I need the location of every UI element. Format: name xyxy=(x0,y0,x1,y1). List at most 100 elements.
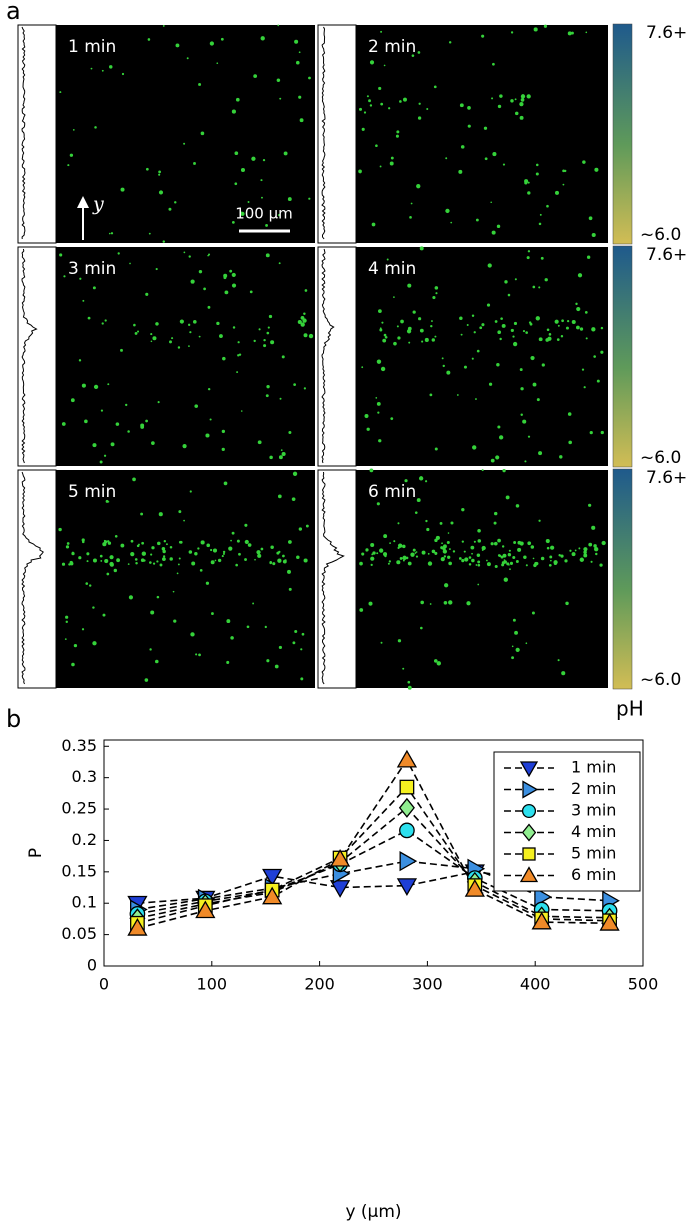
particle xyxy=(90,67,93,70)
particle xyxy=(525,642,528,645)
particle xyxy=(383,64,386,67)
particle xyxy=(162,549,166,554)
particle xyxy=(561,671,566,676)
particle xyxy=(431,338,435,342)
particle xyxy=(230,539,232,542)
particle xyxy=(499,337,502,341)
x-tick-label: 500 xyxy=(628,975,659,994)
particle xyxy=(596,379,600,383)
particle xyxy=(237,341,240,344)
legend-marker xyxy=(521,823,537,842)
particle xyxy=(358,107,363,111)
particle xyxy=(591,232,596,238)
particle xyxy=(294,629,298,634)
particle xyxy=(410,552,415,557)
particle xyxy=(176,572,179,575)
particle xyxy=(491,97,494,100)
particle xyxy=(515,647,520,652)
particle xyxy=(503,559,506,562)
particle xyxy=(278,550,281,554)
particle xyxy=(450,221,453,224)
particle xyxy=(476,349,480,353)
series-line xyxy=(137,785,610,925)
particle xyxy=(535,172,539,176)
particle xyxy=(461,540,464,543)
particle xyxy=(140,512,144,516)
particle xyxy=(601,540,606,546)
particle xyxy=(497,425,501,429)
micrograph xyxy=(356,247,608,466)
particle xyxy=(425,480,428,483)
legend-label: 6 min xyxy=(571,865,616,884)
particle xyxy=(370,563,373,566)
y-tick-label: 0.15 xyxy=(61,861,97,880)
particle xyxy=(582,160,586,164)
particle xyxy=(261,196,263,199)
particle xyxy=(156,595,160,599)
particle xyxy=(150,340,153,343)
particle xyxy=(433,659,438,663)
particle xyxy=(497,538,501,543)
particle xyxy=(525,564,528,567)
particle xyxy=(84,419,88,424)
particle xyxy=(538,222,542,226)
particle xyxy=(490,201,493,204)
particle xyxy=(460,333,463,336)
particle xyxy=(417,51,421,54)
particle xyxy=(363,111,367,114)
particle xyxy=(505,495,510,500)
particle xyxy=(466,601,471,606)
frame-label: 4 min xyxy=(368,259,416,279)
particle xyxy=(561,319,564,323)
particle xyxy=(471,357,474,360)
particle xyxy=(535,561,539,566)
particle xyxy=(514,630,518,635)
particle xyxy=(223,273,228,278)
particle xyxy=(524,181,528,185)
particle xyxy=(511,656,515,660)
particle xyxy=(420,626,423,630)
particle xyxy=(375,397,378,399)
particle xyxy=(65,615,69,619)
colorbar-min: ~6.0 xyxy=(640,670,681,690)
particle xyxy=(571,319,576,325)
particle xyxy=(152,562,156,565)
particle xyxy=(127,430,130,433)
particle xyxy=(515,504,520,508)
particle xyxy=(198,335,201,338)
particle xyxy=(430,324,433,328)
particle xyxy=(293,383,296,386)
particle xyxy=(103,540,108,544)
particle xyxy=(471,552,473,555)
particle xyxy=(63,275,66,278)
marker xyxy=(464,879,485,897)
particle xyxy=(420,600,425,605)
particle xyxy=(278,213,281,217)
particle xyxy=(507,293,511,297)
particle xyxy=(494,565,498,569)
particle xyxy=(158,190,164,195)
particle xyxy=(576,306,581,312)
particle xyxy=(102,613,106,617)
particle xyxy=(386,258,389,261)
particle xyxy=(463,365,467,369)
particle xyxy=(426,527,430,532)
particle xyxy=(65,545,70,549)
particle xyxy=(282,554,285,558)
particle xyxy=(308,76,311,80)
particle xyxy=(495,455,500,460)
particle xyxy=(442,364,445,368)
particle xyxy=(224,290,229,295)
particle xyxy=(67,164,70,167)
x-tick-label: 200 xyxy=(304,975,335,994)
particle xyxy=(527,191,531,195)
particle xyxy=(397,546,400,550)
particle xyxy=(209,41,214,46)
particle xyxy=(264,625,267,629)
particle xyxy=(588,542,593,547)
particle xyxy=(376,401,381,406)
particle xyxy=(384,554,387,558)
particle xyxy=(188,550,193,554)
particle xyxy=(210,548,212,551)
